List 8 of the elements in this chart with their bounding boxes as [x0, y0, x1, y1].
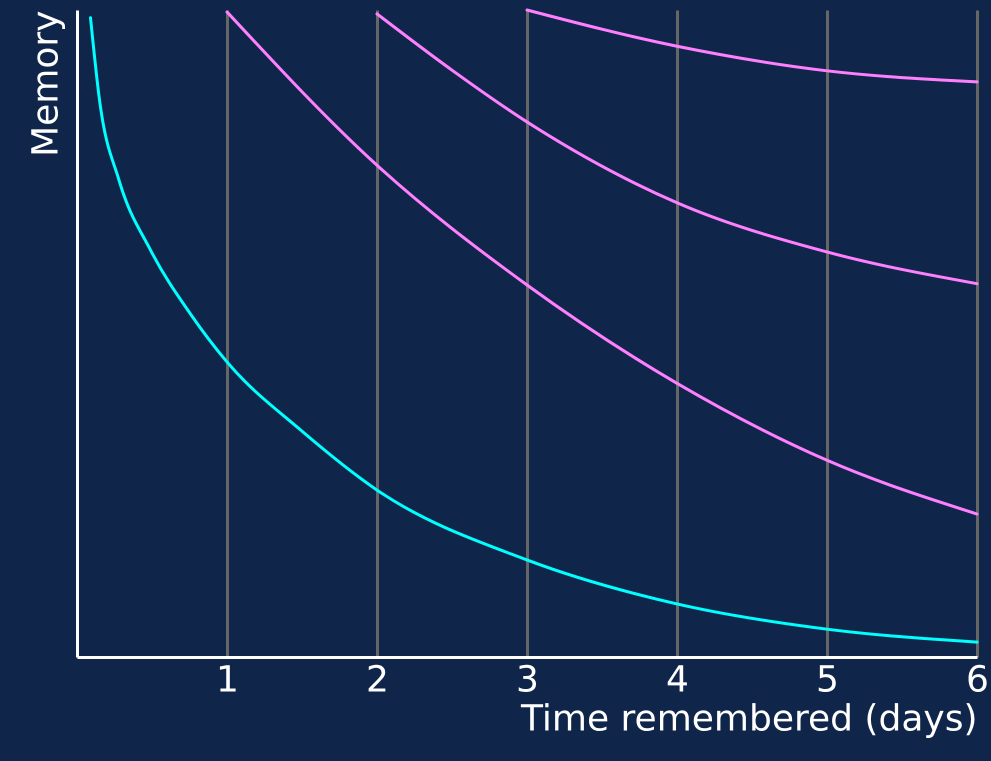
x-tick-label: 5	[816, 660, 839, 700]
x-tick-label: 1	[216, 660, 239, 700]
x-tick-label: 4	[666, 660, 689, 700]
x-tick-label: 2	[366, 660, 389, 700]
x-tick-label: 6	[966, 660, 989, 700]
x-tick-label: 3	[516, 660, 539, 700]
y-axis-title: Memory	[26, 10, 66, 157]
x-axis-title: Time remembered (days)	[520, 698, 978, 740]
